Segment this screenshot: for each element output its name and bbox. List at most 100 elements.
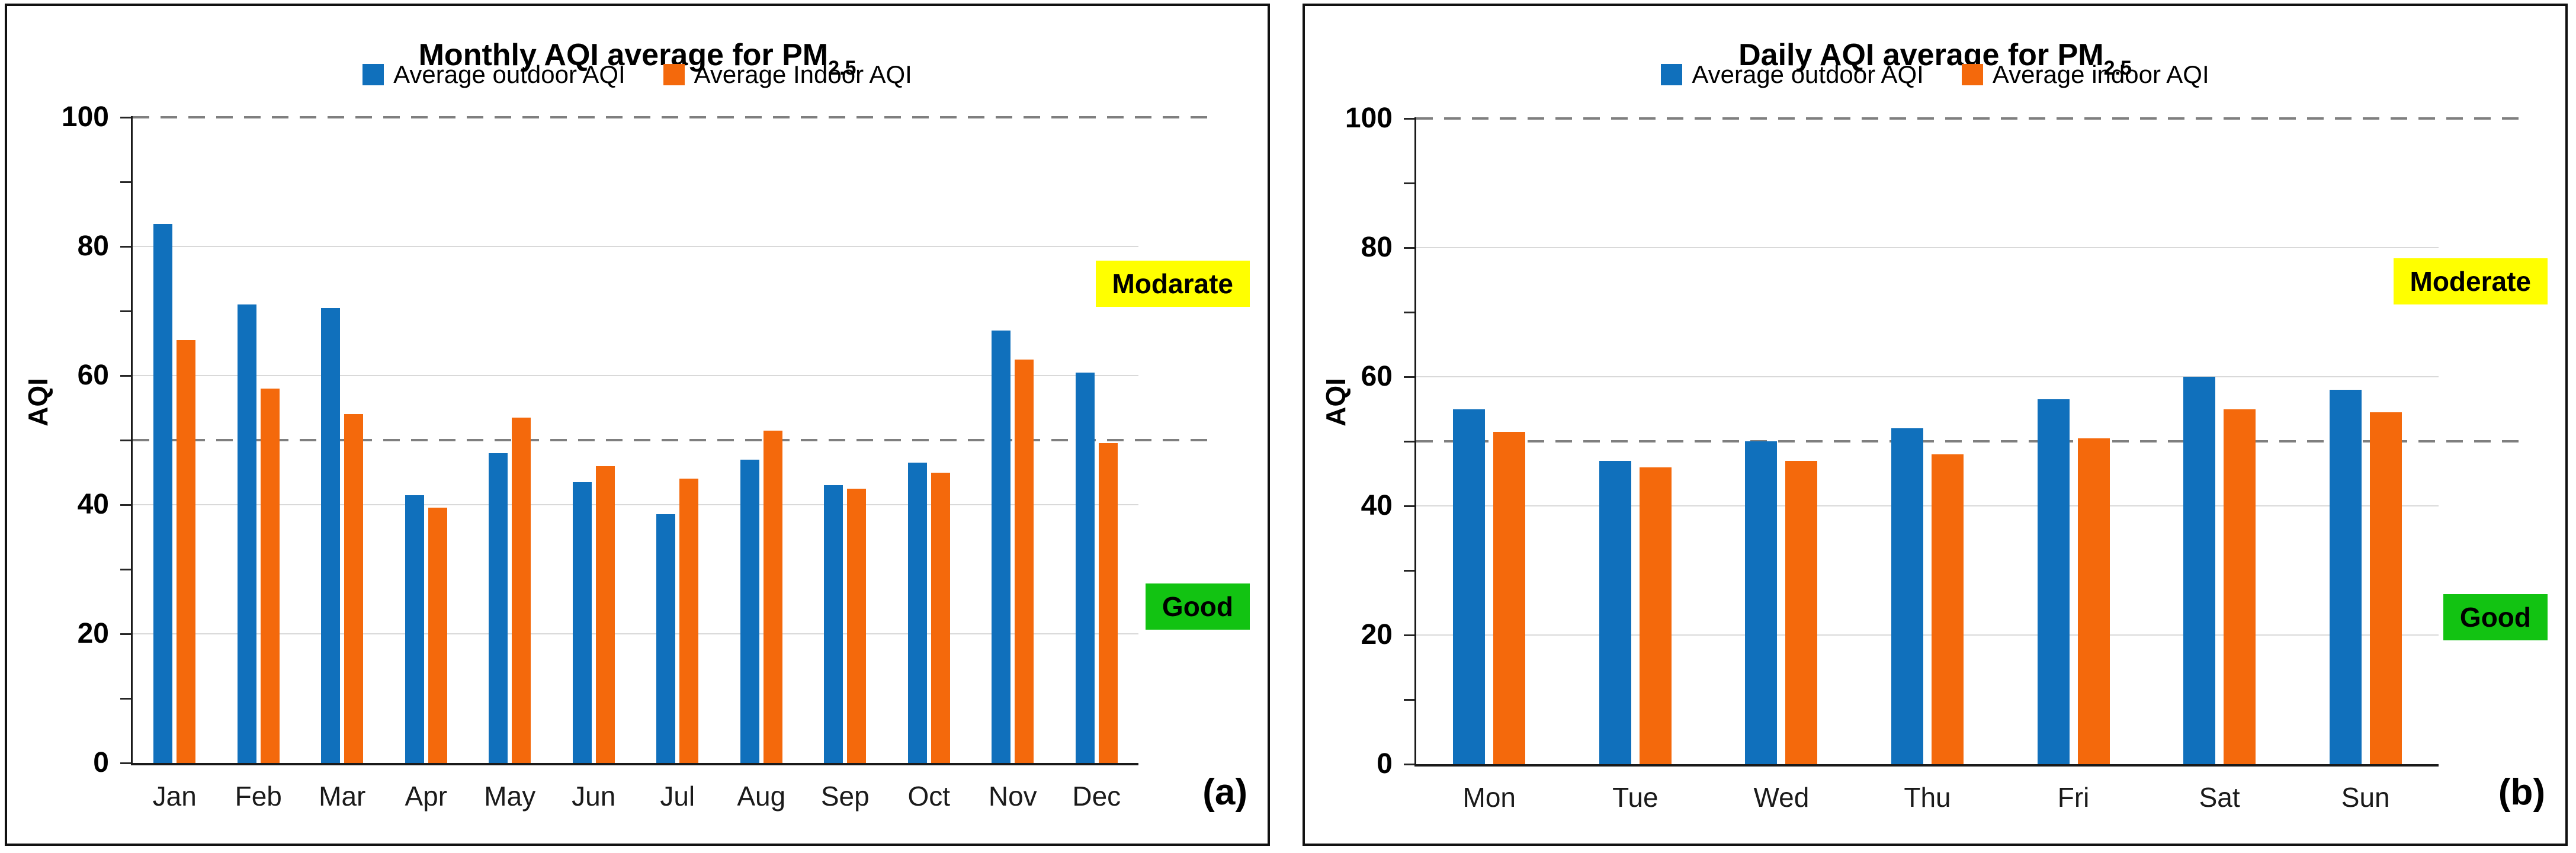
y-axis-tick-80 xyxy=(120,246,131,248)
y-tick-label-0: 0 xyxy=(93,747,109,778)
y-tick-label-0: 0 xyxy=(1377,748,1393,780)
y-tick-label-100: 100 xyxy=(1345,102,1393,134)
gridline-80 xyxy=(133,246,1138,247)
y-axis-tick-30 xyxy=(120,569,131,570)
chart-panel-monthly: Monthly AQI average for PM2.5 Average ou… xyxy=(5,4,1270,846)
bar-mon-indoor xyxy=(1493,431,1526,764)
y-axis-tick-10 xyxy=(120,698,131,700)
bar-sat-outdoor xyxy=(2183,377,2216,764)
chart-title: Daily AQI average for PM2.5 xyxy=(1305,37,2565,80)
y-tick-label-20: 20 xyxy=(77,618,109,649)
dashed-reference-line-100 xyxy=(133,116,1218,118)
y-axis-tick-20 xyxy=(1404,634,1414,636)
x-category-label-dec: Dec xyxy=(1072,781,1121,812)
bar-sun-outdoor xyxy=(2329,389,2362,764)
y-tick-label-60: 60 xyxy=(1361,361,1393,392)
x-category-label-jan: Jan xyxy=(152,781,197,812)
chart-panel-monthly-inner: Monthly AQI average for PM2.5 Average ou… xyxy=(7,6,1268,844)
bar-oct-indoor xyxy=(931,472,950,763)
y-axis-line xyxy=(1414,117,1416,767)
zone-label-modarate: Modarate xyxy=(1095,260,1250,307)
bar-feb-indoor xyxy=(260,388,280,763)
bar-sun-indoor xyxy=(2369,412,2402,764)
legend-item-indoor: Average indoor AQI xyxy=(1961,60,2209,89)
bar-aug-indoor xyxy=(763,430,782,763)
bar-jul-indoor xyxy=(679,479,699,763)
chart-title-subscript: 2.5 xyxy=(828,57,856,80)
bar-sep-indoor xyxy=(847,488,867,763)
bar-thu-outdoor xyxy=(1891,428,1923,764)
y-tick-label-100: 100 xyxy=(61,101,109,133)
y-tick-label-80: 80 xyxy=(77,230,109,262)
y-axis-tick-60 xyxy=(1404,376,1414,378)
chart-title: Monthly AQI average for PM2.5 xyxy=(7,37,1268,80)
chart-title-text: Daily AQI average for PM xyxy=(1738,38,2104,73)
legend-label: Average outdoor AQI xyxy=(393,60,625,88)
gridline-40 xyxy=(133,504,1138,505)
bar-sat-indoor xyxy=(2224,409,2256,764)
y-axis-tick-50 xyxy=(1404,441,1414,442)
legend-label: Average Indoor AQI xyxy=(694,60,912,88)
legend-item-indoor: Average Indoor AQI xyxy=(663,60,912,89)
x-category-label-mar: Mar xyxy=(319,781,366,812)
bar-mar-outdoor xyxy=(321,307,341,763)
bar-may-indoor xyxy=(512,417,531,763)
y-axis-tick-100 xyxy=(1404,118,1414,120)
bar-wed-indoor xyxy=(1785,460,1818,764)
x-category-label-tue: Tue xyxy=(1612,782,1658,813)
zone-label-moderate: Moderate xyxy=(2393,258,2548,305)
bar-sep-outdoor xyxy=(824,485,843,763)
x-category-label-nov: Nov xyxy=(988,781,1037,812)
bar-nov-outdoor xyxy=(992,330,1011,763)
y-tick-label-40: 40 xyxy=(1361,490,1393,521)
y-axis-tick-30 xyxy=(1404,570,1414,572)
bar-jun-indoor xyxy=(595,466,615,763)
x-category-label-fri: Fri xyxy=(2057,782,2090,813)
y-axis-tick-0 xyxy=(1404,764,1414,765)
x-category-label-sat: Sat xyxy=(2199,782,2240,813)
legend-swatch-icon xyxy=(663,64,685,85)
gridline-60 xyxy=(133,375,1138,376)
chart-title-subscript: 2.5 xyxy=(2103,57,2132,80)
y-tick-label-20: 20 xyxy=(1361,619,1393,650)
bar-jan-indoor xyxy=(177,340,196,763)
y-axis-tick-80 xyxy=(1404,247,1414,249)
chart-panel-daily: Daily AQI average for PM2.5 Average outd… xyxy=(1303,4,2568,846)
y-axis-tick-40 xyxy=(1404,505,1414,507)
x-category-label-aug: Aug xyxy=(737,781,786,812)
panel-label: (b) xyxy=(2498,772,2545,813)
bar-thu-indoor xyxy=(1932,454,1964,764)
x-category-label-apr: Apr xyxy=(405,781,448,812)
legend: Average outdoor AQI Average indoor AQI xyxy=(1305,60,2565,89)
y-axis-tick-0 xyxy=(120,762,131,764)
bar-dec-indoor xyxy=(1098,443,1118,763)
legend-label: Average indoor AQI xyxy=(1992,60,2209,88)
gridline-60 xyxy=(1416,376,2439,377)
legend-swatch-icon xyxy=(362,64,384,85)
chart-title-text: Monthly AQI average for PM xyxy=(418,38,829,73)
x-category-label-may: May xyxy=(484,781,536,812)
legend-swatch-icon xyxy=(1661,64,1683,85)
x-axis-line xyxy=(1414,764,2439,767)
legend-item-outdoor: Average outdoor AQI xyxy=(1661,60,1924,89)
x-category-label-jul: Jul xyxy=(660,781,695,812)
legend-item-outdoor: Average outdoor AQI xyxy=(362,60,625,89)
legend: Average outdoor AQI Average Indoor AQI xyxy=(7,60,1268,89)
dashed-reference-line-50 xyxy=(1416,440,2522,442)
bar-nov-indoor xyxy=(1015,359,1034,763)
bar-fri-indoor xyxy=(2077,438,2110,764)
x-category-label-jun: Jun xyxy=(572,781,616,812)
x-category-label-thu: Thu xyxy=(1904,782,1951,813)
bar-tue-outdoor xyxy=(1599,460,1631,764)
y-axis-tick-20 xyxy=(120,633,131,635)
bar-jul-outdoor xyxy=(656,514,676,763)
chart-panel-daily-inner: Daily AQI average for PM2.5 Average outd… xyxy=(1305,6,2565,844)
x-category-label-mon: Mon xyxy=(1462,782,1516,813)
dashed-reference-line-100 xyxy=(1416,117,2522,120)
zone-label-good: Good xyxy=(1145,583,1250,630)
gridline-80 xyxy=(1416,247,2439,248)
x-axis-line xyxy=(131,763,1138,765)
x-category-label-oct: Oct xyxy=(907,781,951,812)
bar-apr-indoor xyxy=(428,508,447,763)
